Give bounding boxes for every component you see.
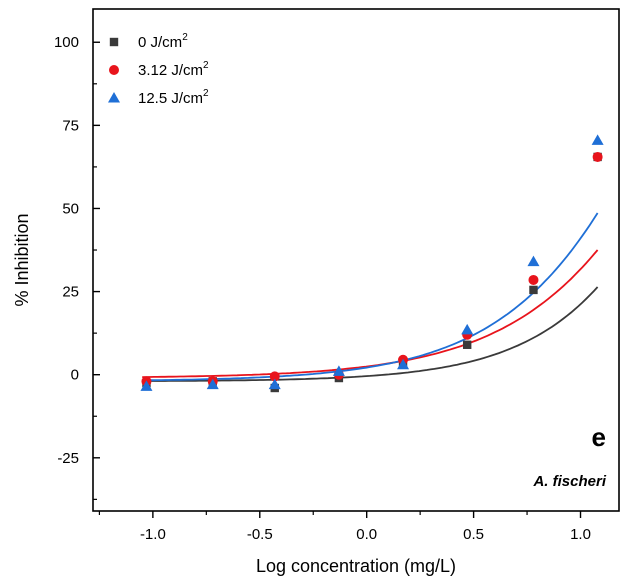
data-point — [140, 380, 153, 391]
legend-label: 12.5 J/cm2 — [138, 88, 209, 107]
fit-curve — [142, 212, 599, 382]
legend-label: 0 J/cm2 — [138, 32, 188, 51]
y-tick-label: 50 — [62, 200, 79, 217]
fit-curve — [142, 249, 599, 378]
data-point — [332, 365, 345, 376]
data-point — [592, 151, 603, 162]
legend: 0 J/cm2 3.12 J/cm2 12.5 J/cm2 — [108, 32, 209, 107]
data-point — [529, 285, 538, 295]
y-tick-label: 0 — [71, 367, 79, 384]
y-tick-label: 25 — [62, 284, 79, 301]
legend-marker — [109, 37, 119, 47]
legend-marker — [108, 92, 120, 103]
data-point — [269, 371, 280, 382]
data-point — [461, 323, 474, 335]
axes-frame — [92, 8, 620, 512]
data-point — [591, 134, 604, 145]
x-tick-label: -0.5 — [247, 526, 273, 543]
legend-marker — [109, 65, 119, 75]
data-points — [140, 134, 604, 393]
x-tick-label: 0.0 — [356, 526, 377, 543]
x-axis-ticks: -1.0 -0.5 0.0 0.5 1.0 — [98, 511, 591, 543]
fit-curve — [142, 286, 599, 382]
data-point — [206, 378, 219, 390]
data-point — [397, 358, 410, 370]
x-tick-label: -1.0 — [140, 526, 166, 543]
x-axis-title: Log concentration (mg/L) — [256, 556, 456, 576]
plot-area-border — [92, 8, 620, 512]
organism-annotation: A. fischeri — [532, 473, 606, 490]
x-tick-label: 0.5 — [463, 526, 484, 543]
data-point — [527, 255, 540, 267]
y-axis-title: % Inhibition — [12, 213, 32, 306]
y-tick-label: 100 — [54, 34, 79, 51]
y-tick-label: -25 — [57, 450, 79, 467]
y-tick-label: 75 — [62, 117, 79, 134]
x-tick-label: 1.0 — [570, 526, 591, 543]
panel-label: e — [592, 422, 606, 452]
y-axis-ticks: -25 0 25 50 75 100 — [54, 34, 100, 500]
data-point — [528, 274, 539, 285]
data-point — [462, 340, 472, 349]
fit-curves — [142, 212, 599, 382]
data-point — [268, 378, 281, 390]
legend-label: 3.12 J/cm2 — [138, 60, 209, 79]
